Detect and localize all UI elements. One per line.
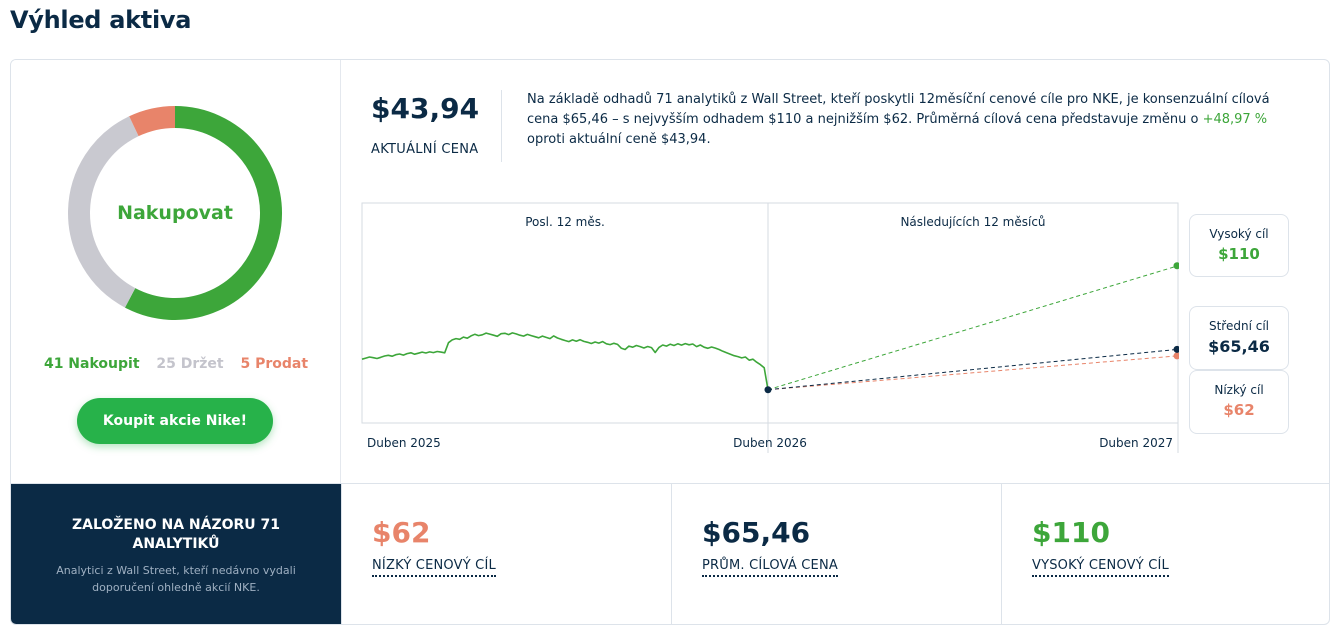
analyst-basis-text: Analytici z Wall Street, kteří nedávno v…: [56, 564, 296, 594]
forecast-high-line: [767, 265, 1179, 391]
summary-text-end: oproti aktuální ceně $43,94.: [527, 132, 711, 147]
x-label-middle: Duben 2026: [733, 436, 807, 450]
mean-target-card-value: $65,46: [1208, 337, 1270, 356]
asset-outlook-card: Nakupovat 41 Nakoupit 25 Držet 5 Prodat …: [10, 59, 1330, 625]
current-price-label: AKTUÁLNÍ CENA: [371, 142, 479, 157]
avg-target-value: $65,46: [702, 516, 811, 549]
high-target-card-value: $110: [1218, 245, 1260, 263]
current-price-value: $43,94: [371, 92, 480, 125]
donut-segment-buy: [124, 106, 282, 320]
forecast-high-point: [1173, 262, 1181, 270]
low-target-card: Nízký cíl $62: [1189, 370, 1289, 434]
buy-stock-button[interactable]: Koupit akcie Nike!: [77, 398, 273, 444]
rating-donut: Nakupovat: [65, 103, 285, 323]
high-target-value: $110: [1032, 516, 1110, 549]
current-price-point: [764, 386, 772, 394]
x-label-start: Duben 2025: [367, 436, 441, 450]
consensus-summary: Na základě odhadů 71 analytiků z Wall St…: [527, 90, 1287, 150]
summary-text: Na základě odhadů 71 analytiků z Wall St…: [527, 92, 1270, 127]
summary-change-percent: +48,97 %: [1202, 112, 1268, 127]
low-target-card-label: Nízký cíl: [1214, 383, 1264, 397]
low-target-label[interactable]: NÍZKÝ CENOVÝ CÍL: [372, 558, 496, 577]
rating-label: Nakupovat: [117, 202, 233, 224]
target-stats-row: ZALOŽENO NA NÁZORU 71 ANALYTIKŮ Analytic…: [11, 483, 1329, 624]
mean-target-card-label: Střední cíl: [1208, 319, 1269, 333]
x-label-end: Duben 2027: [1099, 436, 1173, 450]
high-target-card-label: Vysoký cíl: [1209, 227, 1269, 241]
rating-panel: Nakupovat 41 Nakoupit 25 Držet 5 Prodat …: [11, 60, 341, 483]
buy-count: 41 Nakoupit: [43, 356, 140, 372]
rating-counts: 41 Nakoupit 25 Držet 5 Prodat: [11, 356, 341, 372]
high-target-card: Vysoký cíl $110: [1189, 214, 1289, 277]
forecast-low-point: [1173, 352, 1181, 360]
forecast-low-line: [767, 355, 1179, 391]
donut-segment-hold: [68, 116, 139, 308]
low-target-stat: $62 NÍZKÝ CENOVÝ CÍL: [341, 484, 671, 624]
page-title: Výhled aktiva: [10, 6, 192, 34]
low-target-value: $62: [372, 516, 431, 549]
sell-count: 5 Prodat: [240, 356, 309, 372]
high-target-stat: $110 VYSOKÝ CENOVÝ CÍL: [1001, 484, 1329, 624]
avg-target-label[interactable]: PRŮM. CÍLOVÁ CENA: [702, 558, 838, 577]
low-target-card-value: $62: [1223, 401, 1255, 419]
avg-target-stat: $65,46 PRŮM. CÍLOVÁ CENA: [671, 484, 1001, 624]
past-period-label: Posl. 12 měs.: [525, 215, 605, 229]
price-forecast-chart: Posl. 12 měs. Následujících 12 měsíců Du…: [361, 202, 1181, 453]
rating-donut-chart: [68, 106, 282, 320]
forecast-mean-line: [767, 348, 1179, 391]
donut-segment-sell: [129, 106, 176, 137]
analyst-basis: ZALOŽENO NA NÁZORU 71 ANALYTIKŮ Analytic…: [11, 484, 341, 624]
chart-frame: [361, 202, 1179, 424]
divider: [501, 90, 502, 162]
future-period-label: Následujících 12 měsíců: [900, 215, 1045, 229]
mean-target-card: Střední cíl $65,46: [1189, 306, 1289, 370]
hold-count: 25 Držet: [156, 356, 224, 372]
forecast-mean-point: [1173, 345, 1181, 353]
price-history-line: [361, 332, 769, 390]
price-forecast-svg: Posl. 12 měs. Následujících 12 měsíců Du…: [361, 202, 1181, 453]
analyst-basis-title: ZALOŽENO NA NÁZORU 71 ANALYTIKŮ: [71, 517, 281, 552]
high-target-label[interactable]: VYSOKÝ CENOVÝ CÍL: [1032, 558, 1169, 577]
price-summary: $43,94 AKTUÁLNÍ CENA Na základě odhadů 7…: [342, 60, 1329, 483]
